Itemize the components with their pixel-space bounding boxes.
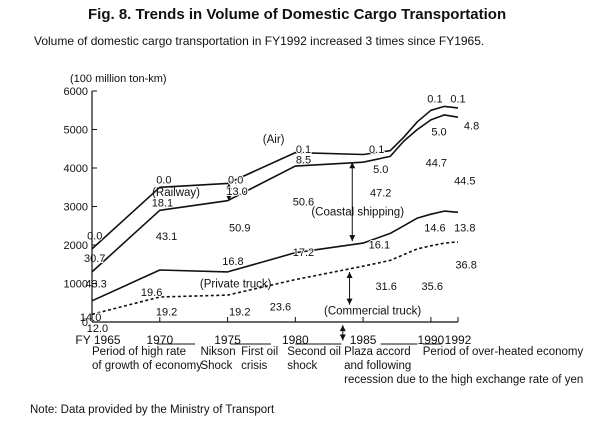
y-tick-label: 4000 <box>64 163 88 175</box>
share-label: 19.2 <box>229 307 250 319</box>
share-label: 0.0 <box>228 175 243 187</box>
share-label: 13.8 <box>454 222 475 234</box>
y-tick-label: 5000 <box>64 125 88 137</box>
share-label: 31.6 <box>375 281 396 293</box>
period-label: Nikson <box>200 346 235 358</box>
y-tick-label: 2000 <box>64 240 88 252</box>
share-label: 5.0 <box>373 164 388 176</box>
y-tick-label: 3000 <box>64 202 88 214</box>
period-label: Shock <box>200 360 232 372</box>
x-tick-label: 1985 <box>350 333 377 347</box>
period-label: and following <box>344 360 411 372</box>
share-label: 36.8 <box>455 259 476 271</box>
share-label: 44.5 <box>454 175 475 187</box>
period-label: First oil <box>241 346 278 358</box>
share-label: 4.8 <box>464 120 479 132</box>
share-label: 16.1 <box>369 240 390 252</box>
share-label: 13.0 <box>226 186 247 198</box>
share-label: 5.0 <box>431 126 446 138</box>
series-line-railway-top <box>91 105 459 250</box>
series-label: (Railway) <box>152 187 200 199</box>
series-line-commercial-top <box>91 241 459 316</box>
arrow-head <box>225 183 232 190</box>
share-label: 0.0 <box>156 175 171 187</box>
x-tick-label: 1980 <box>282 333 309 347</box>
series-label: (Air) <box>263 134 285 146</box>
source-note: Note: Data provided by the Ministry of T… <box>30 404 275 416</box>
share-label: 44.7 <box>426 158 447 170</box>
period-label: of growth of economy <box>92 360 202 372</box>
share-label: 23.6 <box>270 302 291 314</box>
period-label: Period of over-heated economy <box>423 346 584 358</box>
arrow-head <box>349 162 356 169</box>
share-label: 0.1 <box>369 144 384 156</box>
share-label: 18.1 <box>152 198 173 210</box>
series-label: (Commercial truck) <box>324 305 421 317</box>
share-label: 0.1 <box>450 94 465 106</box>
share-label: 0.0 <box>87 230 102 242</box>
arrow-head <box>339 325 346 332</box>
x-tick-label: 1970 <box>146 333 173 347</box>
period-label: shock <box>287 360 317 372</box>
series-line-private-top <box>91 210 459 302</box>
x-tick-label: 1992 <box>445 333 472 347</box>
share-label: 43.1 <box>156 231 177 243</box>
period-label: recession due to the high exchange rate … <box>344 374 583 386</box>
arrow-head <box>225 194 232 201</box>
series-label: (Coastal shipping) <box>311 207 404 219</box>
page-title: Fig. 8. Trends in Volume of Domestic Car… <box>88 6 507 23</box>
arrow-head <box>349 235 356 242</box>
share-label: 8.5 <box>296 155 311 167</box>
x-tick-label: 1990 <box>418 333 445 347</box>
y-tick-label: 6000 <box>64 86 88 98</box>
period-label: Second oil <box>287 346 341 358</box>
y-tick-label: 1000 <box>64 279 88 291</box>
x-tick-label: FY 1965 <box>75 333 120 347</box>
period-label: Period of high rate <box>92 346 186 358</box>
share-label: 35.6 <box>422 281 443 293</box>
share-label: 43.3 <box>85 279 106 291</box>
period-label: Plaza accord <box>344 346 410 358</box>
share-label: 14.6 <box>424 222 445 234</box>
share-label: 19.2 <box>156 307 177 319</box>
share-label: 17.2 <box>293 247 314 259</box>
y-unit-label: (100 million ton-km) <box>70 73 167 85</box>
arrow-head <box>339 334 346 341</box>
share-label: 0.1 <box>296 144 311 156</box>
share-label: 16.8 <box>222 256 243 268</box>
series-label: (Private truck) <box>200 279 272 291</box>
x-tick-label: 1975 <box>214 333 241 347</box>
chart-subtitle: Volume of domestic cargo transportation … <box>34 34 485 48</box>
share-label: 0.1 <box>427 94 442 106</box>
share-label: 50.9 <box>229 222 250 234</box>
share-label: 19.6 <box>141 287 162 299</box>
period-label: crisis <box>241 360 267 372</box>
share-label: 47.2 <box>370 188 391 200</box>
series-line-coastal-top <box>91 114 459 273</box>
arrow-head <box>346 298 353 305</box>
share-label: 12.0 <box>87 323 108 335</box>
y-tick-label: 0 <box>82 317 88 329</box>
share-label: 30.7 <box>84 253 105 265</box>
share-label: 50.6 <box>293 196 314 208</box>
arrow-head <box>346 271 353 278</box>
